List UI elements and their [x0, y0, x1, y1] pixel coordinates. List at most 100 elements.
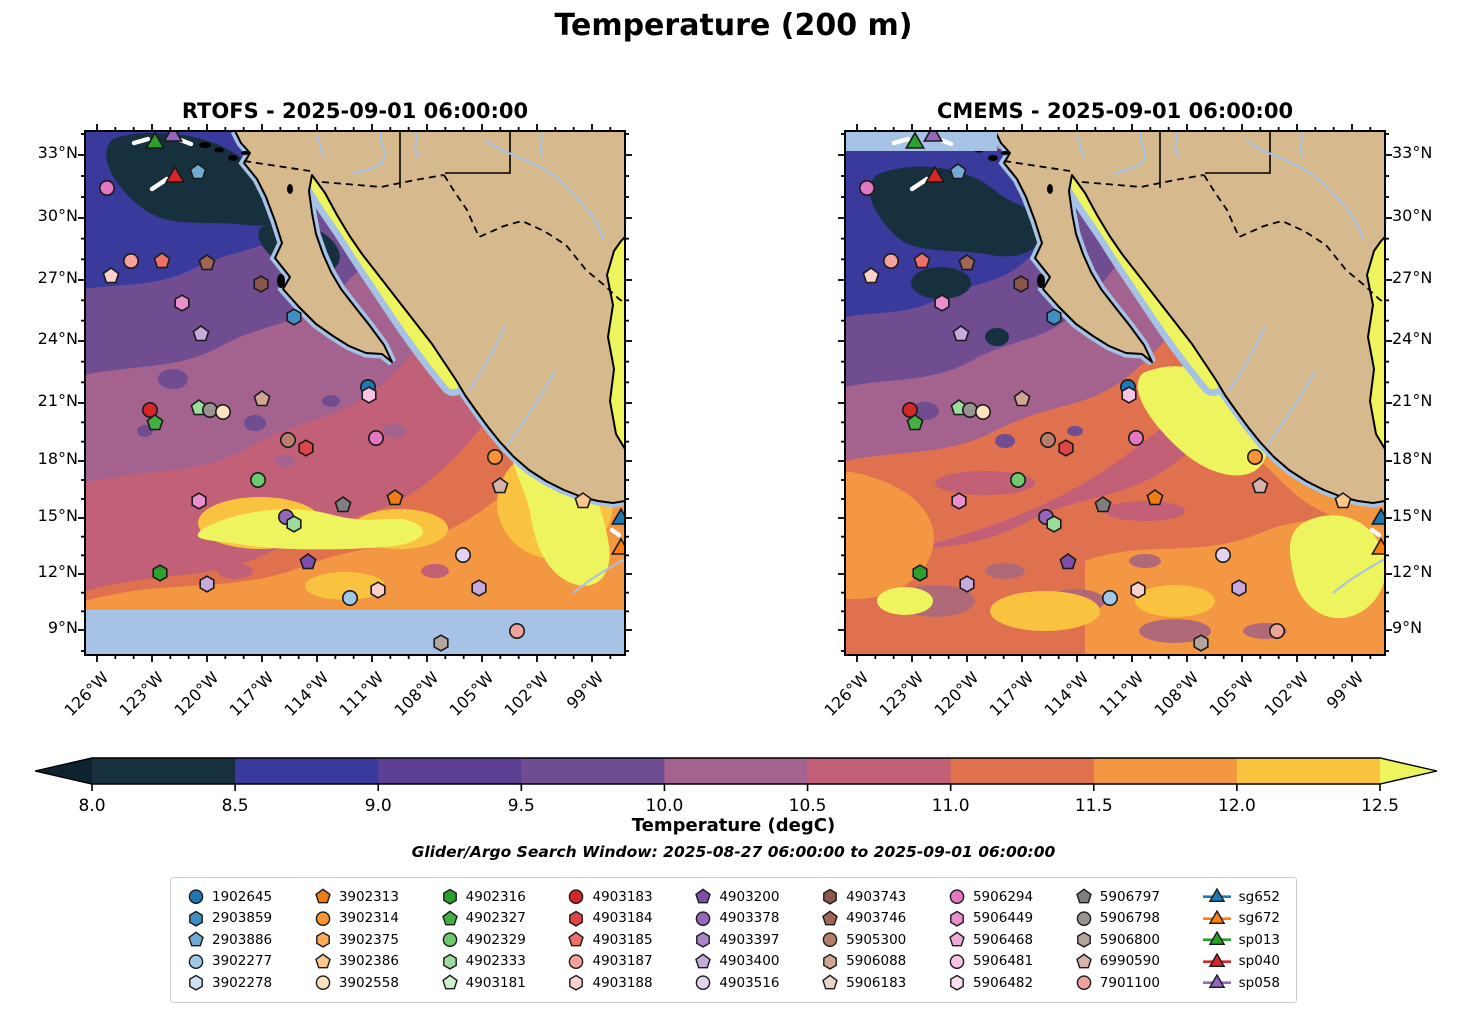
legend-column: 3902313 3902314 3902375 3902386 3902558: [314, 886, 399, 994]
temperature-field-eddy: [275, 455, 295, 467]
legend-entry: 4903188: [567, 972, 653, 994]
map-canvas-rtofs: [85, 131, 625, 655]
temperature-field-eddy: [1135, 585, 1215, 617]
temperature-field-region: [845, 191, 1385, 561]
argo-float-marker: [1146, 489, 1164, 506]
lat-tick-label: 18°N: [37, 449, 78, 468]
argo-float-marker: [574, 492, 592, 509]
legend-entry-label: 5906800: [1099, 931, 1160, 948]
legend-entry: 4903397: [694, 929, 779, 951]
argo-float-marker: [912, 564, 928, 582]
glider-marker-sp040: [164, 165, 186, 183]
legend-column: 4903183 4903184 4903185 4903187 4903188: [567, 886, 653, 994]
argo-float-marker: [901, 401, 918, 418]
argo-float-marker: [1058, 439, 1074, 457]
glider-trail: [909, 176, 930, 192]
colorbar-tick-label: 11.5: [1075, 796, 1113, 816]
lon-tick-label: 114°W: [1040, 668, 1093, 720]
legend-entry-label: 4902329: [465, 931, 526, 948]
hexagon-marker-icon: [442, 953, 457, 970]
argo-float-marker: [122, 253, 139, 270]
island: [1037, 274, 1045, 288]
glider-trail: [149, 176, 170, 192]
legend-entry-label: 4903743: [846, 888, 907, 905]
argo-float-marker: [952, 325, 970, 342]
legend-entry: 5906294: [948, 886, 1033, 908]
legend-entry: sp058: [1202, 972, 1280, 994]
legend-entry-label: 4902316: [465, 888, 526, 905]
country-border-dashed: [1203, 174, 1385, 304]
legend-entry: 4902329: [441, 929, 526, 951]
argo-float-marker: [280, 431, 297, 448]
argo-float-marker: [454, 546, 471, 563]
circle-marker-icon: [188, 889, 204, 905]
legend-entry-label: 4902327: [465, 910, 526, 927]
legend-entry: 5906183: [821, 972, 906, 994]
argo-float-marker: [152, 564, 168, 582]
colorbar-tick-label: 12.5: [1361, 796, 1399, 816]
legend-entry-label: 4903397: [719, 931, 780, 948]
country-border-dashed: [321, 174, 445, 188]
map-frame: [844, 130, 1386, 656]
island: [1001, 151, 1009, 155]
argo-float-marker: [862, 267, 880, 284]
legend-entry: 5906468: [948, 929, 1033, 951]
temperature-field-eddy: [911, 402, 939, 420]
argo-float-marker: [298, 439, 314, 457]
circle-marker-icon: [315, 911, 331, 926]
island: [277, 274, 285, 288]
argo-float-marker: [913, 252, 931, 269]
map-canvas-cmems: [845, 131, 1385, 655]
triangle-marker-icon: [1202, 888, 1231, 903]
legend-entry: 5906482: [948, 972, 1033, 994]
legend-entry-label: 6990590: [1099, 953, 1160, 970]
river: [539, 131, 544, 158]
circle-marker-icon: [949, 954, 965, 969]
colorbar-label: Temperature (degC): [631, 815, 836, 836]
legend-entry: 4903743: [821, 886, 906, 908]
argo-float-marker: [199, 575, 215, 593]
argo-float-marker: [286, 515, 302, 533]
pentagon-marker-icon: [441, 974, 458, 990]
legend-column-gliders: sg652 sg672 sp013 sp040 sp058: [1202, 886, 1280, 994]
legend-entry-label: 3902558: [338, 974, 399, 991]
argo-float-marker: [1121, 386, 1137, 404]
legend-entry-label: 4903184: [592, 910, 653, 927]
river: [572, 558, 625, 594]
argo-float-marker: [141, 401, 158, 418]
legend-entry: 4903400: [694, 951, 779, 973]
glider-trail: [891, 136, 911, 146]
colorbar-tick-label: 10.0: [646, 796, 684, 816]
hexagon-marker-icon: [696, 931, 711, 948]
temperature-field-eddy: [322, 395, 340, 407]
legend-entry-label: 7901100: [1099, 974, 1160, 991]
circle-marker-icon: [696, 911, 711, 926]
argo-float-marker: [1214, 546, 1231, 563]
argo-float-marker: [958, 254, 976, 271]
country-border-dashed: [443, 174, 625, 304]
pentagon-marker-icon: [441, 910, 458, 926]
lat-tick-label: 9°N: [1392, 618, 1423, 637]
colorbar-segment: [807, 758, 952, 784]
hexagon-marker-icon: [442, 888, 457, 905]
legend-entry: 1902645: [187, 886, 272, 908]
state-border: [445, 131, 511, 174]
lat-tick-label: 30°N: [37, 206, 78, 225]
legend-entry: 3902278: [187, 972, 272, 994]
legend-entry: 3902386: [314, 951, 399, 973]
circle-marker-icon: [696, 975, 711, 991]
state-border: [1205, 131, 1271, 174]
temperature-field-eddy: [1105, 501, 1185, 521]
legend-entry-label: sg672: [1238, 910, 1280, 927]
legend-entry-label: sp040: [1238, 953, 1280, 970]
colorbar-over-arrow: [1380, 758, 1437, 784]
legend-entry: 5906800: [1075, 929, 1160, 951]
glider-marker-sg672: [610, 537, 625, 555]
argo-float-marker: [102, 267, 120, 284]
argo-float-marker: [1046, 515, 1062, 533]
legend-entry-label: 5906449: [972, 910, 1034, 927]
temperature-field-eddy: [911, 267, 971, 299]
argo-float-marker: [1130, 581, 1146, 599]
colorbar-tick-label: 8.0: [78, 796, 105, 816]
hexagon-marker-icon: [569, 910, 584, 927]
